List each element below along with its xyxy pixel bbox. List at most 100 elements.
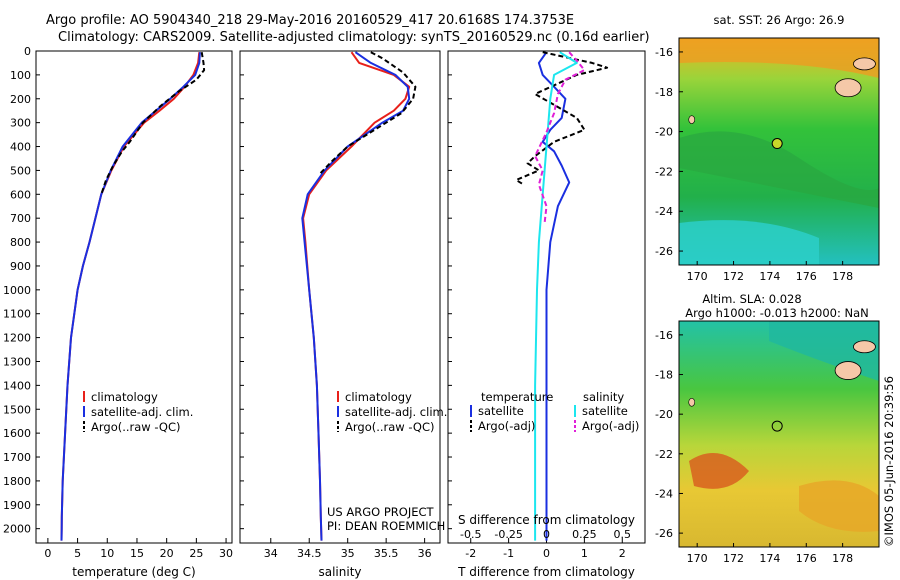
- y-tick-label: 800: [10, 236, 31, 249]
- x-tick-label: 0: [543, 547, 550, 560]
- map-y-tick-label: -18: [655, 86, 673, 99]
- y-tick-label: 1600: [3, 427, 31, 440]
- map-y-tick-label: -26: [655, 527, 673, 540]
- sst-map-panel: 170 172 174 176 178 -16 -18 -20 -22 -24 -26 sat. SS…: [655, 13, 880, 283]
- map-y-tick-label: -22: [655, 448, 673, 461]
- legend-label: Argo(..raw -QC): [91, 420, 181, 434]
- legend-label: satellite-adj. clim.: [91, 405, 193, 419]
- map-x-tick-label: 176: [796, 270, 817, 283]
- argo-position-marker: [771, 138, 783, 150]
- x-tick-label: -2: [465, 547, 476, 560]
- x-tick-label: -1: [503, 547, 514, 560]
- sst-map-title: sat. SST: 26 Argo: 26.9: [714, 13, 845, 27]
- legend-label: satellite: [478, 404, 524, 418]
- legend-label: satellite-adj. clim.: [345, 405, 447, 419]
- difference-profile-panel: -2 -1 0 1 2 T difference from climatology temp…: [447, 50, 646, 579]
- y-tick-label: 0: [24, 45, 31, 58]
- y-tick-label: 400: [10, 141, 31, 154]
- s-tick-label: 0.25: [572, 528, 597, 541]
- x-axis-label: salinity: [318, 565, 361, 579]
- argo-position-marker: [771, 420, 783, 432]
- x-tick-label: 30: [219, 547, 233, 560]
- sla-map-subtitle: Argo h1000: -0.013 h2000: NaN: [685, 306, 869, 320]
- map-y-tick-label: -18: [655, 369, 673, 382]
- series-line-s-satellite: [534, 51, 578, 541]
- y-tick-label: 600: [10, 188, 31, 201]
- map-x-tick-label: 176: [796, 552, 817, 565]
- series-line-t-argo-adj-: [515, 51, 609, 186]
- y-tick-label: 1800: [3, 475, 31, 488]
- map-x-tick-label: 178: [832, 270, 853, 283]
- y-tick-label: 1400: [3, 379, 31, 392]
- map-y-tick-label: -20: [655, 126, 673, 139]
- x-tick-label: 36: [418, 547, 432, 560]
- legend-label: Argo(-adj): [478, 419, 535, 433]
- legend-label: climatology: [345, 390, 412, 404]
- map-y-tick-label: -16: [655, 329, 673, 342]
- s-axis-label: S difference from climatology: [458, 513, 635, 527]
- map-x-tick-label: 178: [832, 552, 853, 565]
- y-tick-label: 2000: [3, 523, 31, 536]
- s-tick-label: 0: [543, 528, 550, 541]
- map-y-tick-label: -20: [655, 408, 673, 421]
- series-line-t-satellite: [537, 51, 571, 541]
- x-axis-label: T difference from climatology: [457, 565, 635, 579]
- map-frame: [678, 320, 880, 548]
- x-tick-label: 35: [341, 547, 355, 560]
- plot-frame: [35, 50, 233, 544]
- x-tick-label: 20: [160, 547, 174, 560]
- sst-cool-band: [679, 131, 879, 208]
- y-tick-label: 1100: [3, 308, 31, 321]
- y-tick-label: 200: [10, 93, 31, 106]
- timestamp-stamp: ©IMOS 05-Jun-2016 20:39:56: [882, 376, 896, 547]
- y-tick-label: 1200: [3, 332, 31, 345]
- x-tick-label: 2: [619, 547, 626, 560]
- island-west: [688, 397, 696, 407]
- map-y-tick-label: -16: [655, 46, 673, 59]
- series-line-argo-raw-qc-: [317, 51, 417, 176]
- x-tick-label: 1: [581, 547, 588, 560]
- y-tick-label: 500: [10, 164, 31, 177]
- map-x-tick-label: 174: [759, 270, 780, 283]
- y-tick-label: 300: [10, 117, 31, 130]
- map-y-tick-label: -24: [655, 487, 673, 500]
- map-x-tick-label: 170: [687, 270, 708, 283]
- map-x-tick-label: 172: [723, 552, 744, 565]
- series-line-satellite-adj-clim-: [301, 51, 411, 541]
- temperature-profile-panel: 0 5 10 15 20 25 30 temperature (deg C) 0 100 200 30…: [3, 45, 233, 579]
- sla-field: [679, 321, 879, 547]
- legend-temperature-title: temperature: [481, 390, 553, 404]
- island-viti-levu: [834, 78, 862, 98]
- legend-label: satellite: [582, 404, 628, 418]
- y-tick-label: 1000: [3, 284, 31, 297]
- credits-line-2: PI: DEAN ROEMMICH: [327, 519, 445, 533]
- island-vanua-levu: [853, 340, 876, 354]
- plot-frame: [239, 50, 441, 544]
- map-frame: [678, 37, 880, 266]
- sst-field: [679, 38, 879, 265]
- series-line-satellite-adj-clim-: [60, 52, 201, 541]
- y-tick-label: 900: [10, 260, 31, 273]
- salinity-profile-panel: 34 34.5 35 35.5 36 salinity climatologysatelli…: [239, 50, 447, 579]
- x-tick-label: 10: [100, 547, 114, 560]
- map-x-tick-label: 172: [723, 270, 744, 283]
- legend-label: Argo(-adj): [582, 419, 639, 433]
- y-tick-label: 1500: [3, 403, 31, 416]
- sst-warm-band: [679, 38, 879, 78]
- y-tick-label: 100: [10, 69, 31, 82]
- island-west: [688, 115, 696, 124]
- legend-label: Argo(..raw -QC): [345, 420, 435, 434]
- y-tick-label: 1700: [3, 451, 31, 464]
- x-tick-label: 25: [189, 547, 203, 560]
- x-tick-label: 34.5: [297, 547, 322, 560]
- x-tick-label: 5: [74, 547, 81, 560]
- map-y-tick-label: -26: [655, 245, 673, 258]
- s-tick-label: -0.25: [494, 528, 522, 541]
- figure-title-line-1: Argo profile: AO 5904340_218 29-May-2016…: [46, 13, 575, 28]
- y-tick-label: 700: [10, 212, 31, 225]
- x-tick-label: 35.5: [374, 547, 399, 560]
- s-tick-label: 0.5: [614, 528, 632, 541]
- sla-map-panel: 170 172 174 176 178 -16 -18 -20 -22 -24 -26 Altim. …: [655, 292, 880, 565]
- sla-mid-patch: [799, 480, 879, 532]
